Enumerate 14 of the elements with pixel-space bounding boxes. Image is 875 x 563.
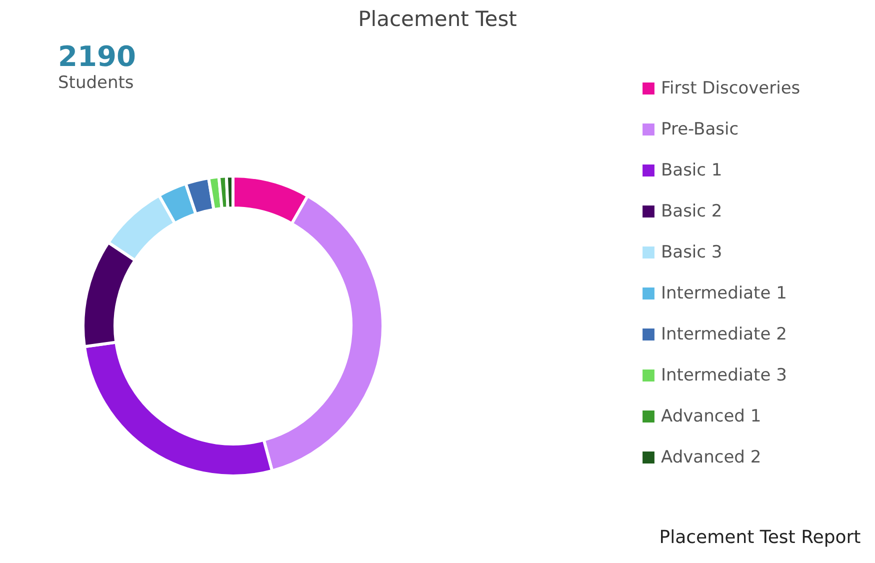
legend-label: Basic 2: [661, 202, 722, 222]
legend-label: Intermediate 2: [661, 324, 787, 344]
text: Placement Test Report: [659, 527, 861, 548]
legend-label: Intermediate 1: [661, 284, 787, 304]
legend-label: Basic 3: [661, 242, 722, 262]
legend-label: Pre-Basic: [661, 120, 739, 140]
legend-label: Intermediate 3: [661, 366, 787, 386]
legend-label: First Discoveries: [661, 78, 800, 98]
legend-label: Advanced 2: [661, 448, 762, 468]
text: Students: [58, 73, 134, 93]
chart-title: Placement Test: [358, 7, 517, 31]
text: 2190: [58, 40, 136, 73]
legend-label: Advanced 1: [661, 406, 762, 426]
legend-label: Basic 1: [661, 160, 722, 180]
